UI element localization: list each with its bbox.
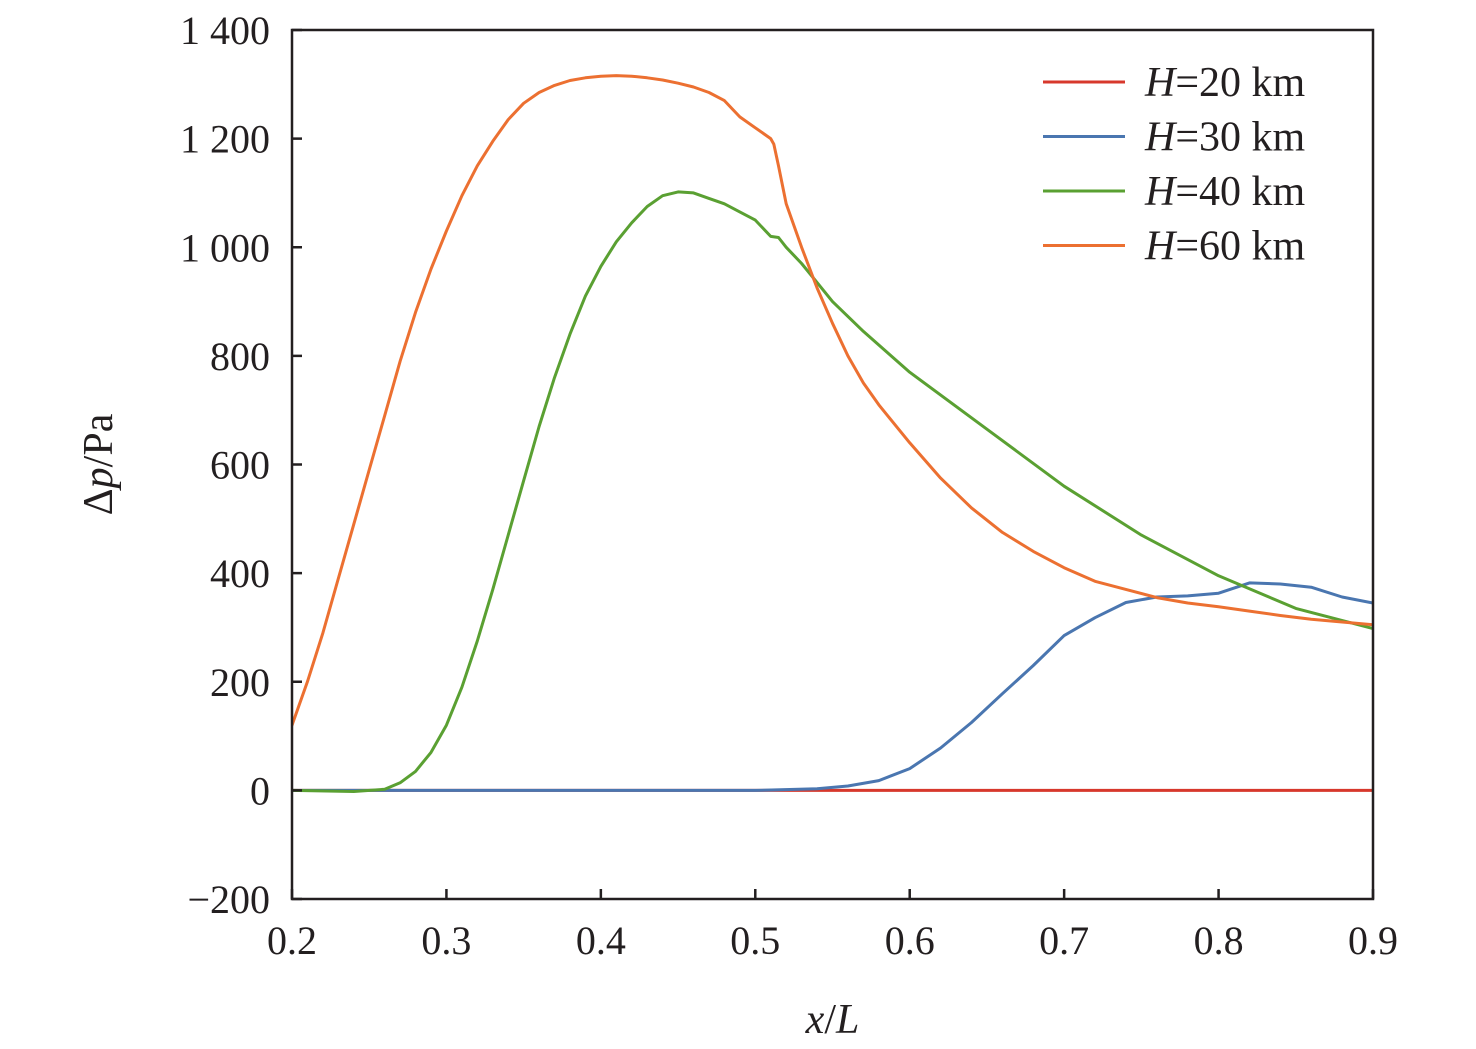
legend: H=20 km H=30 km H=40 km H=60 km <box>1043 60 1306 270</box>
series-layer <box>292 74 1373 793</box>
series-line-2 <box>292 581 1373 792</box>
y-axis-label-pre: Δ <box>76 488 122 515</box>
x-axis-label: x/L <box>805 997 860 1043</box>
legend-item-3: H=40 km <box>1043 169 1306 215</box>
legend-label: H=20 km <box>1144 60 1306 106</box>
x-tick-label: 0.4 <box>576 918 626 963</box>
y-tick-label: 0 <box>250 768 270 813</box>
legend-label: H=30 km <box>1144 115 1306 161</box>
x-tick-label: 0.3 <box>421 918 471 963</box>
y-tick-label: 1 400 <box>180 8 270 53</box>
y-tick-label: 200 <box>210 660 270 705</box>
x-tick-label: 0.9 <box>1348 918 1398 963</box>
x-tick-label: 0.8 <box>1194 918 1244 963</box>
y-tick-label: −200 <box>187 877 270 922</box>
x-tick-label: 0.5 <box>730 918 780 963</box>
series-line-3 <box>292 190 1373 793</box>
y-axis-label-var: p <box>76 467 122 491</box>
legend-label: H=60 km <box>1144 224 1306 270</box>
x-tick-label: 0.2 <box>267 918 317 963</box>
y-tick-label: 1 000 <box>180 225 270 270</box>
legend-item-1: H=20 km <box>1043 60 1306 106</box>
x-tick-label: 0.7 <box>1039 918 1089 963</box>
y-axis-label-unit: Pa <box>76 413 122 455</box>
y-tick-label: 400 <box>210 551 270 596</box>
y-axis-label: Δp/Pa <box>76 413 122 515</box>
x-axis-label-sep: / <box>824 997 836 1043</box>
x-axis-label-var: x <box>805 997 825 1043</box>
y-tick-label: 1 200 <box>180 117 270 162</box>
legend-item-2: H=30 km <box>1043 115 1306 161</box>
series-line-4 <box>292 74 1373 727</box>
x-tick-label: 0.6 <box>885 918 935 963</box>
y-axis-label-sep: / <box>76 455 122 467</box>
ticks-layer: 0.2 0.3 0.4 0.5 0.6 0.7 0.8 0.9 −200 0 200 400 600 80… <box>180 8 1398 963</box>
legend-label: H=40 km <box>1144 169 1306 215</box>
x-axis-label-unit: L <box>835 997 859 1043</box>
y-tick-label: 600 <box>210 443 270 488</box>
y-tick-label: 800 <box>210 334 270 379</box>
legend-item-4: H=60 km <box>1043 224 1306 270</box>
